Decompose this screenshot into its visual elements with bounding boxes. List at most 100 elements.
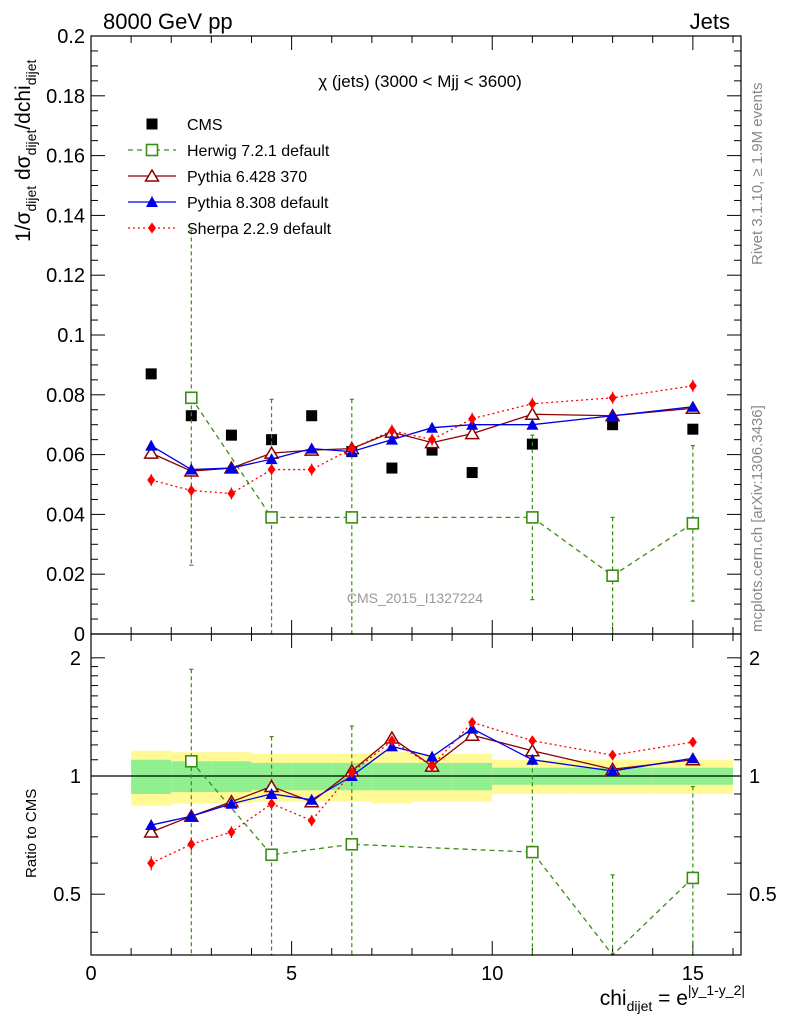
main-y-tick-label: 0.18	[46, 86, 85, 108]
main-data-point	[145, 368, 157, 380]
main-series-sherpa-2-2-9-default	[147, 379, 697, 500]
side-label-site: mcplots.cern.ch [arXiv:1306.3436]	[749, 405, 766, 632]
ratio-data-point	[225, 797, 238, 809]
ratio-data-point	[185, 810, 198, 822]
ratio-series-pythia-8-308-default	[145, 722, 699, 831]
analysis-watermark: CMS_2015_I1327224	[347, 590, 483, 606]
main-data-point	[347, 443, 356, 455]
ratio-data-point	[526, 753, 539, 765]
panel-frames	[90, 35, 742, 956]
ratio-data-point	[267, 798, 276, 810]
ratio-panel-series	[143, 668, 701, 956]
ratio-data-point	[265, 787, 278, 799]
ratio-data-point	[347, 767, 356, 779]
ratio-data-point	[145, 819, 158, 831]
ratio-y-tick-label-right: 2	[749, 648, 760, 670]
x-tick-label: 10	[481, 963, 503, 985]
ratio-data-point	[307, 815, 316, 827]
ratio-data-point	[187, 838, 196, 850]
main-data-point	[225, 462, 238, 474]
main-y-tick-label: 0.02	[46, 564, 85, 586]
main-panel-series	[143, 229, 701, 635]
main-data-point	[345, 511, 359, 524]
main-y-tick-label: 0.16	[46, 146, 85, 168]
ratio-data-point	[528, 735, 537, 747]
main-series-cms	[145, 368, 699, 479]
main-data-point	[428, 434, 437, 446]
main-data-point	[526, 511, 539, 524]
x-tick-label: 0	[85, 963, 96, 985]
ratio-data-point	[185, 755, 198, 768]
legend-entry: CMS	[146, 117, 223, 134]
legend-label: Pythia 8.308 default	[187, 195, 329, 212]
ratio-data-point	[428, 760, 437, 772]
main-data-point	[185, 391, 198, 405]
legend-label: Sherpa 2.2.9 default	[187, 221, 332, 238]
band-inner	[211, 761, 252, 793]
ratio-y-tick-label-left: 0.5	[53, 884, 81, 906]
legend-marker	[145, 143, 159, 157]
main-data-point	[265, 453, 278, 465]
ratio-data-point	[305, 793, 318, 805]
legend-label: CMS	[187, 117, 223, 134]
main-data-point	[385, 433, 398, 445]
main-data-point	[607, 419, 619, 431]
ratio-data-point	[265, 848, 278, 862]
ratio-y-tick-label-right: 1	[749, 766, 760, 788]
main-data-point	[306, 410, 318, 422]
ratio-series-line	[150, 734, 693, 833]
band-inner	[131, 759, 172, 794]
legend-marker	[146, 196, 158, 207]
ratio-series-herwig-7-2-1-default	[185, 668, 700, 956]
main-y-tick-label: 0.04	[46, 504, 85, 526]
ratio-data-point	[608, 749, 617, 761]
main-y-tick-label: 0.08	[46, 385, 85, 407]
ratio-panel-frame	[90, 633, 742, 956]
main-data-point	[688, 380, 697, 392]
ratio-data-point	[143, 824, 159, 838]
legend-marker	[144, 168, 160, 182]
ratio-y-axis-label: Ratio to CMS	[23, 789, 40, 878]
ratio-y-tick-label-right: 0.5	[749, 884, 777, 906]
ratio-data-point	[345, 837, 359, 851]
legend-label: Herwig 7.2.1 default	[187, 143, 330, 160]
main-panel-ticks: 0 0.02 0.04 0.06 0.08 0.1 0.12 0.14 0.16 0.18 0.2	[46, 26, 741, 646]
ratio-data-point	[227, 826, 236, 838]
legend-marker	[146, 118, 158, 130]
main-data-point	[267, 464, 276, 476]
main-data-point	[305, 442, 318, 454]
main-series-line	[190, 397, 694, 577]
main-data-point	[386, 462, 398, 474]
main-data-point	[468, 413, 477, 425]
x-tick-label: 5	[286, 963, 297, 985]
ratio-data-point	[387, 735, 396, 747]
ratio-panel-ticks: 0.5 0.5 1 1 2 2 0 5 10 15	[53, 634, 777, 985]
main-data-point	[387, 425, 396, 437]
ratio-y-tick-label-left: 1	[70, 766, 81, 788]
legend: CMS Herwig 7.2.1 default Pythia 6.428 370 P…	[128, 117, 332, 238]
ratio-data-point	[686, 752, 699, 764]
main-series-line	[150, 406, 693, 471]
main-data-point	[606, 409, 619, 421]
x-axis-label: chidijet = e|y_1-y_2|	[600, 982, 745, 1014]
legend-entry: Sherpa 2.2.9 default	[128, 221, 332, 238]
ratio-data-point	[464, 727, 480, 742]
main-series-herwig-7-2-1-default	[185, 229, 700, 635]
main-data-point	[528, 398, 537, 410]
legend-label: Pythia 6.428 370	[187, 169, 307, 186]
ratio-data-point	[606, 764, 619, 776]
ratio-series-line	[150, 721, 693, 864]
plot-title: χ (jets) (3000 < Mjj < 3600)	[318, 72, 522, 91]
ratio-data-point	[468, 716, 477, 728]
main-y-tick-label: 0.2	[57, 26, 85, 48]
main-y-tick-label: 0	[74, 624, 85, 646]
main-data-point	[147, 474, 156, 486]
ratio-series-line	[190, 760, 694, 956]
main-series-line	[151, 385, 693, 495]
main-data-point	[225, 429, 237, 441]
main-y-tick-label: 0.1	[57, 325, 85, 347]
main-data-point	[686, 400, 699, 412]
side-label-rivet: Rivet 3.1.10, ≥ 1.9M events	[749, 83, 766, 266]
main-data-point	[466, 467, 478, 479]
main-data-point	[608, 392, 617, 404]
